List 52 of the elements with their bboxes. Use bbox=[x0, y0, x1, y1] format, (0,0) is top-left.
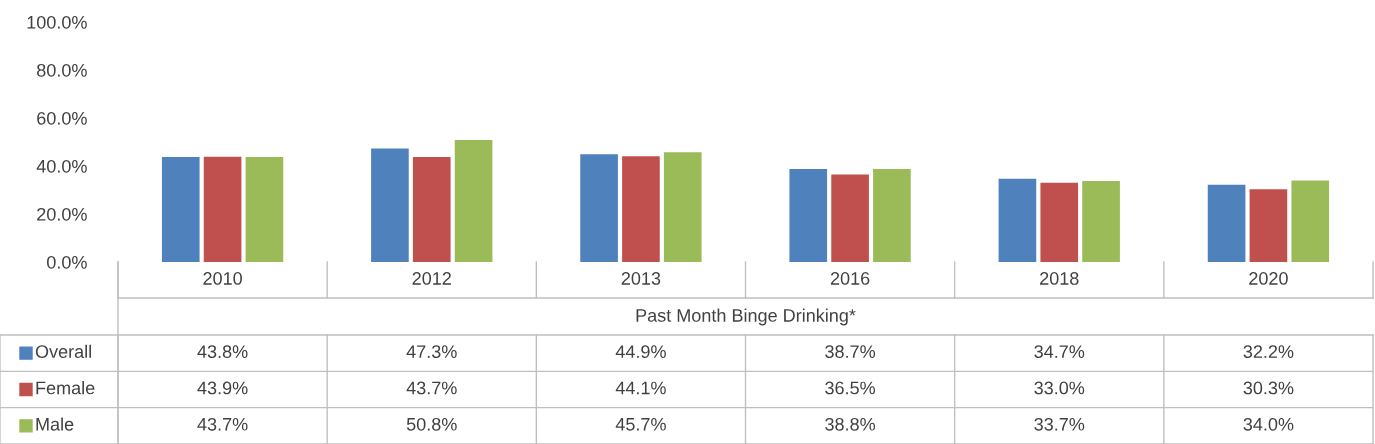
bar bbox=[412, 157, 451, 262]
legend-label: Female bbox=[36, 381, 95, 395]
x-axis-title: Past Month Binge Drinking* bbox=[636, 308, 856, 326]
bar bbox=[1207, 184, 1246, 262]
y-tick-label: 20.0% bbox=[37, 207, 87, 221]
bar bbox=[454, 140, 493, 262]
y-tick-label: 80.0% bbox=[37, 63, 87, 77]
bar bbox=[245, 157, 284, 262]
bar bbox=[831, 174, 869, 262]
data-label: 43.8% bbox=[197, 345, 248, 359]
data-label: 38.7% bbox=[825, 345, 876, 359]
bar bbox=[1249, 189, 1288, 262]
bar bbox=[1082, 181, 1120, 262]
bar bbox=[1040, 182, 1079, 262]
data-label: 34.0% bbox=[1243, 417, 1294, 431]
data-label: 33.0% bbox=[1034, 381, 1085, 395]
bar bbox=[1291, 180, 1330, 262]
x-tick-label: 2012 bbox=[412, 272, 451, 285]
data-label: 43.7% bbox=[197, 417, 248, 431]
data-label: 50.8% bbox=[406, 417, 457, 431]
bar bbox=[371, 148, 409, 262]
bar bbox=[161, 156, 200, 262]
data-label: 44.9% bbox=[615, 345, 666, 359]
bar bbox=[998, 178, 1037, 262]
data-label: 34.7% bbox=[1034, 345, 1085, 359]
y-tick-label: 100.0% bbox=[27, 15, 87, 29]
bar bbox=[789, 169, 828, 262]
x-tick-label: 2010 bbox=[203, 272, 242, 285]
y-tick-label: 40.0% bbox=[36, 159, 87, 173]
data-label: 47.3% bbox=[406, 345, 457, 359]
x-tick-label: 2018 bbox=[1040, 272, 1079, 285]
data-label: 43.9% bbox=[197, 381, 248, 395]
x-tick-label: 2020 bbox=[1249, 272, 1288, 285]
bar bbox=[663, 152, 702, 262]
data-label: 30.3% bbox=[1243, 381, 1294, 395]
data-label: 45.7% bbox=[615, 417, 666, 431]
legend-label: Overall bbox=[35, 344, 91, 359]
y-tick-label: 0.0% bbox=[47, 255, 87, 269]
data-label: 36.5% bbox=[825, 381, 876, 395]
x-tick-label: 2016 bbox=[830, 272, 870, 285]
data-label: 33.7% bbox=[1034, 417, 1085, 431]
legend-label: Male bbox=[36, 417, 74, 431]
data-label: 44.1% bbox=[615, 381, 666, 395]
bar bbox=[580, 154, 618, 262]
bar bbox=[203, 156, 242, 262]
data-label: 32.2% bbox=[1243, 345, 1294, 359]
y-tick-label: 60.0% bbox=[37, 111, 87, 125]
data-label: 38.8% bbox=[825, 417, 876, 431]
bar bbox=[873, 168, 911, 262]
x-tick-label: 2013 bbox=[621, 272, 661, 285]
data-label: 43.7% bbox=[406, 381, 457, 395]
bar bbox=[622, 156, 660, 262]
